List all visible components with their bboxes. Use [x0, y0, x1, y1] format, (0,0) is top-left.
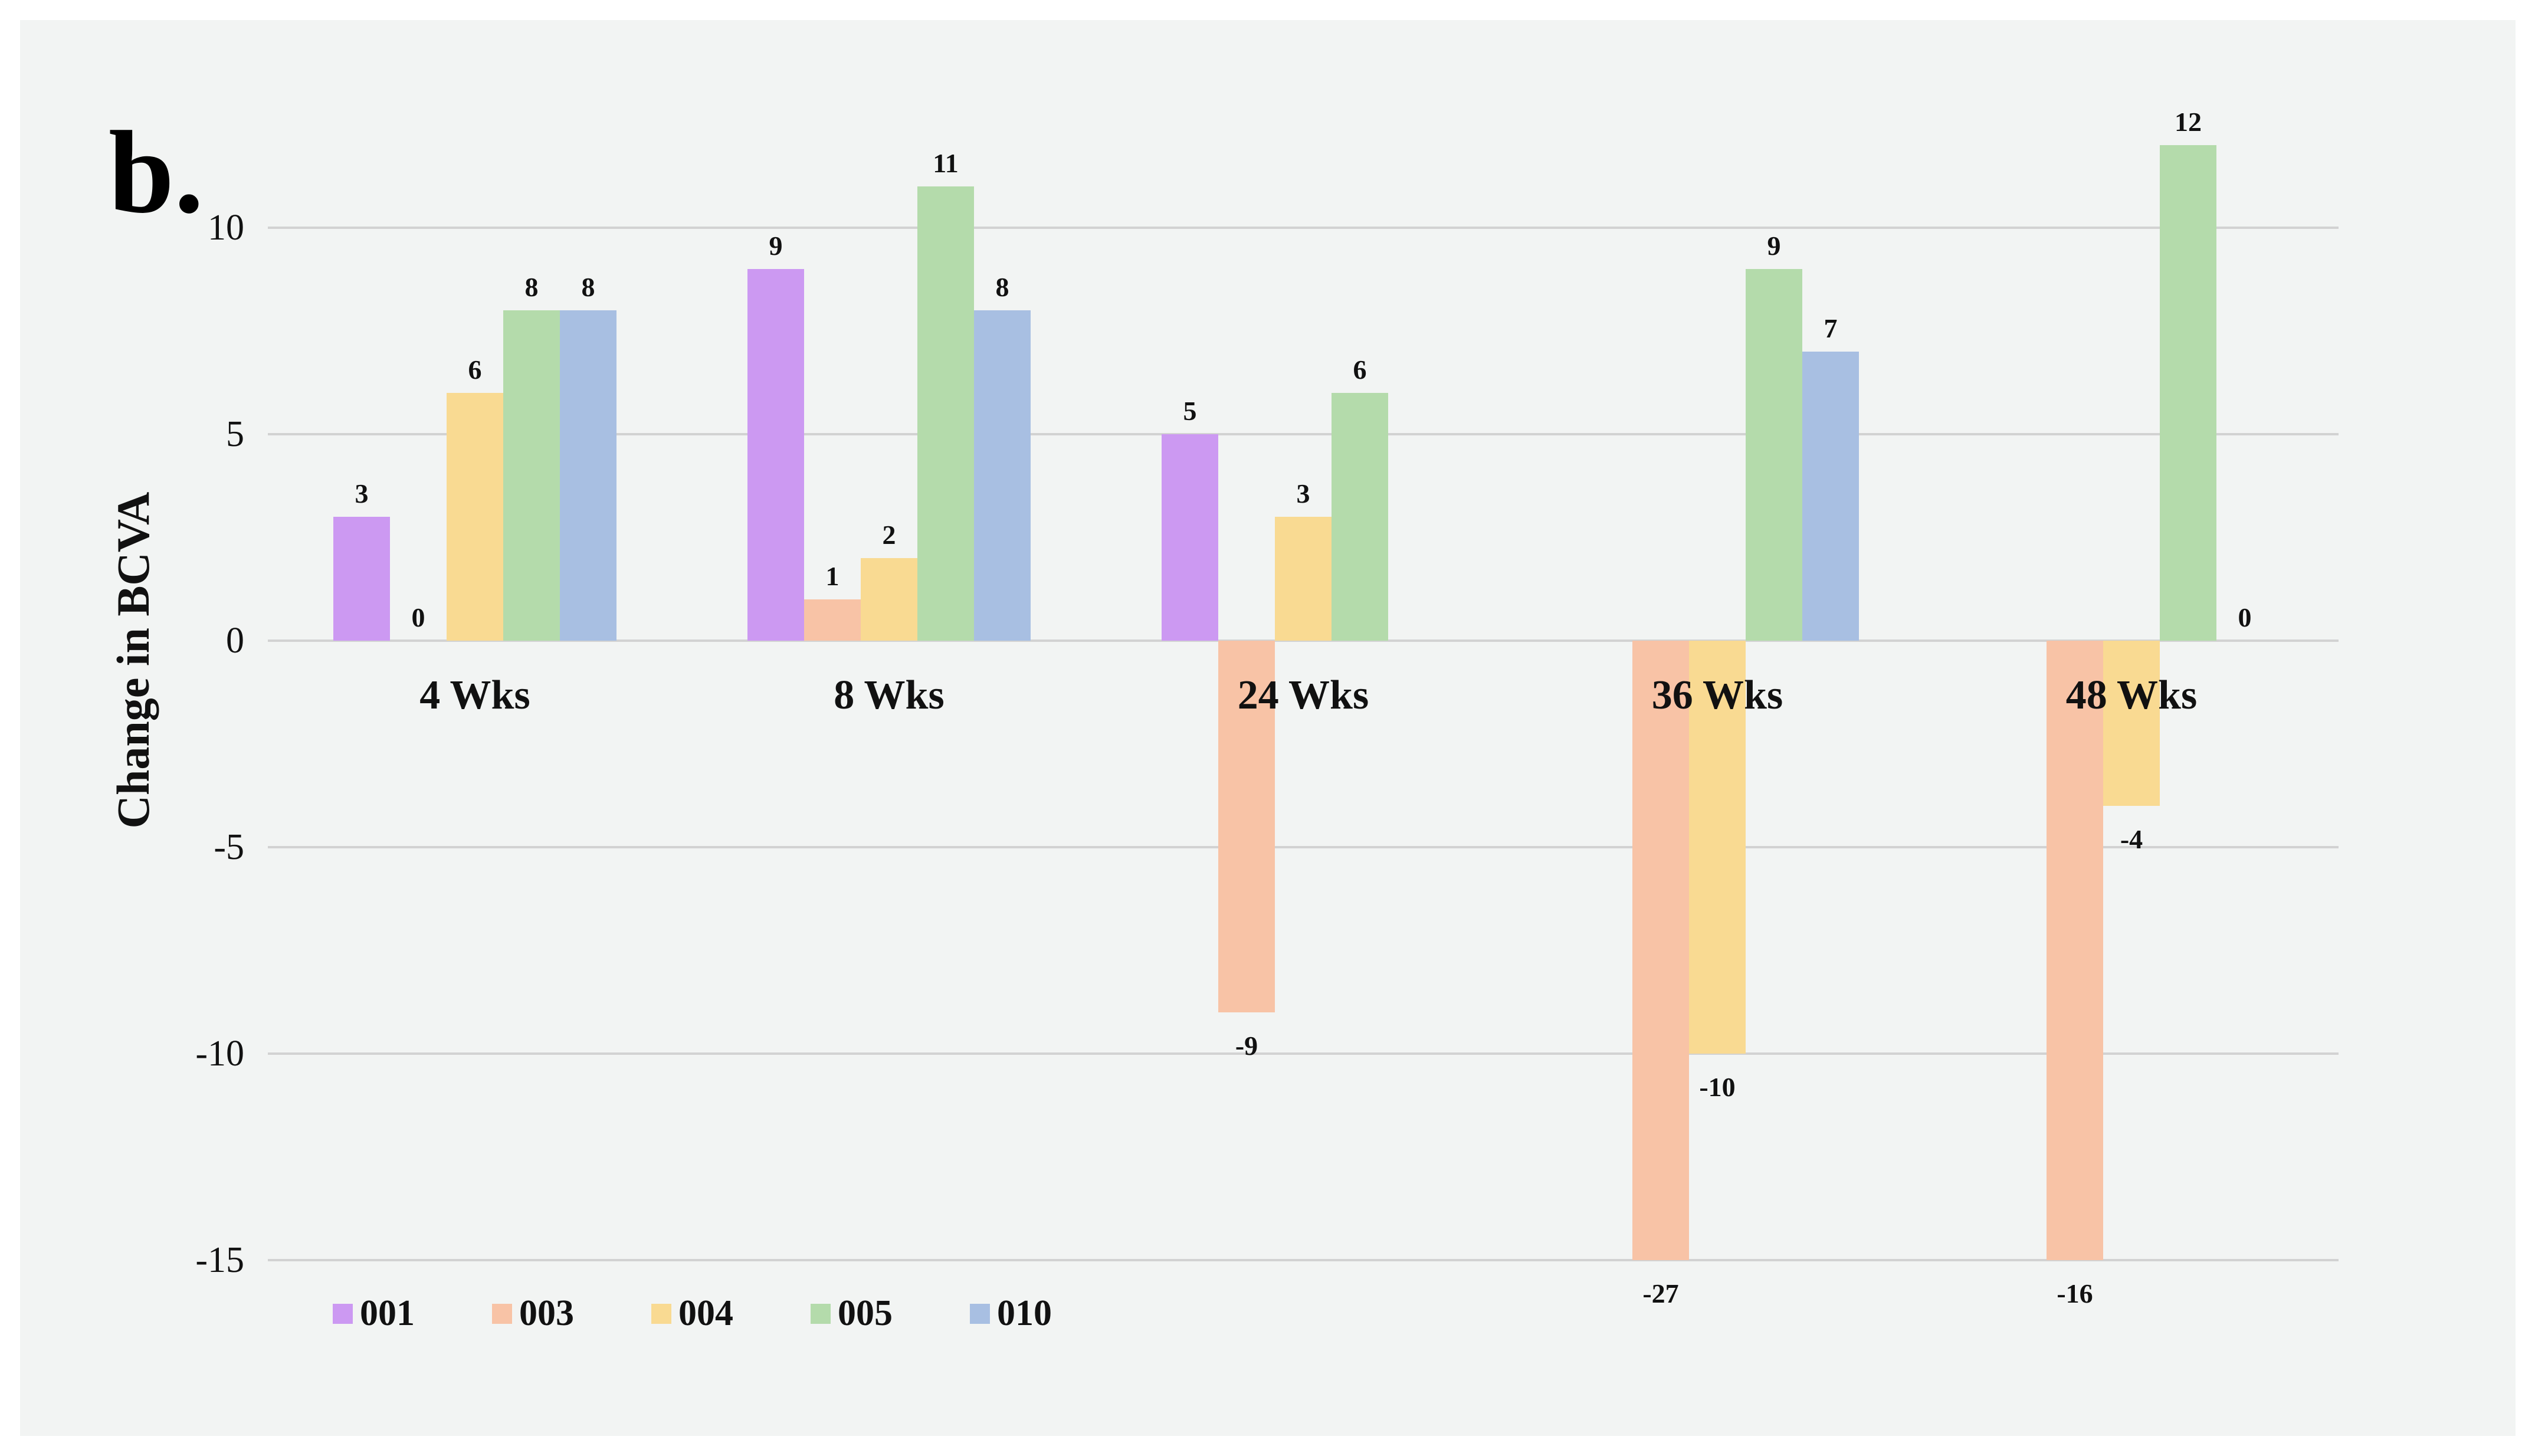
- y-tick-label: -5: [214, 827, 244, 867]
- legend-label-005: 005: [838, 1293, 893, 1333]
- legend-label-004: 004: [678, 1293, 733, 1333]
- data-label-010-3: 7: [1824, 313, 1838, 343]
- legend-swatch-003: [492, 1304, 512, 1324]
- data-label-004-4: -4: [2120, 824, 2143, 854]
- data-label-003-1: 1: [826, 561, 839, 591]
- data-label-005-2: 6: [1353, 355, 1367, 385]
- bar-010-1: [974, 310, 1031, 641]
- y-tick-label: -10: [195, 1034, 244, 1074]
- bar-004-1: [861, 558, 917, 641]
- bar-004-0: [447, 393, 503, 641]
- data-label-004-0: 6: [468, 355, 482, 385]
- bar-003-1: [804, 599, 861, 641]
- data-label-001-0: 3: [355, 478, 369, 509]
- bar-005-1: [917, 186, 974, 641]
- legend-swatch-001: [333, 1304, 353, 1324]
- bar-001-0: [333, 517, 390, 641]
- bar-005-4: [2160, 145, 2216, 641]
- bar-001-2: [1162, 434, 1218, 641]
- chart-panel: 3 0 6 8 8 9 1 2 11 8 5 -9 3 6 -27 -10 9 7 -16 -4 12 0 10 5 0 -5-…: [20, 20, 2516, 1436]
- data-label-004-2: 3: [1297, 478, 1310, 509]
- legend-label-010: 010: [997, 1293, 1052, 1333]
- data-label-010-4: 0: [2238, 602, 2252, 632]
- bars: [333, 145, 2216, 1260]
- bar-004-4: [2103, 641, 2160, 806]
- legend-swatch-004: [651, 1304, 671, 1324]
- y-tick-label: 5: [226, 414, 244, 454]
- bar-004-3: [1689, 641, 1746, 1054]
- data-label-010-1: 8: [996, 272, 1009, 302]
- legend-label-003: 003: [519, 1293, 574, 1333]
- data-label-004-3: -10: [1699, 1072, 1735, 1102]
- data-label-005-4: 12: [2175, 107, 2202, 137]
- y-tick-label: 0: [226, 621, 244, 661]
- y-tick-label: 10: [208, 208, 244, 248]
- data-label-005-0: 8: [525, 272, 539, 302]
- bar-005-2: [1332, 393, 1388, 641]
- x-axis-categories: 4 Wks 8 Wks 24 Wks 36 Wks 48 Wks: [419, 673, 2197, 718]
- data-label-005-1: 11: [933, 148, 958, 178]
- data-label-001-1: 9: [769, 231, 783, 261]
- data-label-003-3: -27: [1642, 1278, 1678, 1309]
- legend-swatch-005: [811, 1304, 831, 1324]
- x-category-label: 24 Wks: [1238, 673, 1369, 718]
- bar-003-3: [1632, 641, 1689, 1260]
- panel-label: b.: [109, 107, 204, 238]
- bar-003-2: [1218, 641, 1275, 1012]
- y-axis-label: Change in BCVA: [107, 492, 159, 829]
- legend-label-001: 001: [360, 1293, 415, 1333]
- x-category-label: 48 Wks: [2066, 673, 2197, 718]
- data-label-003-2: -9: [1235, 1031, 1258, 1061]
- x-category-label: 36 Wks: [1652, 673, 1783, 718]
- data-label-003-4: -16: [2057, 1278, 2093, 1309]
- bar-010-0: [560, 310, 616, 641]
- legend-swatch-010: [970, 1304, 990, 1324]
- data-label-005-3: 9: [1767, 231, 1781, 261]
- x-category-label: 8 Wks: [834, 673, 944, 718]
- bar-010-3: [1802, 352, 1859, 641]
- y-tick-label: -15: [195, 1240, 244, 1280]
- bar-001-1: [747, 269, 804, 641]
- data-label-010-0: 8: [582, 272, 595, 302]
- bar-004-2: [1275, 517, 1332, 641]
- bar-003-4: [2047, 641, 2103, 1260]
- data-label-003-0: 0: [412, 602, 425, 632]
- y-axis-ticks: 10 5 0 -5 -10 -15: [195, 208, 244, 1280]
- data-label-001-2: 5: [1183, 396, 1197, 426]
- bar-005-3: [1746, 269, 1802, 641]
- bar-005-0: [503, 310, 560, 641]
- x-category-label: 4 Wks: [419, 673, 530, 718]
- data-label-004-1: 2: [883, 520, 896, 550]
- legend: 001 003 004 005 010: [333, 1293, 1052, 1333]
